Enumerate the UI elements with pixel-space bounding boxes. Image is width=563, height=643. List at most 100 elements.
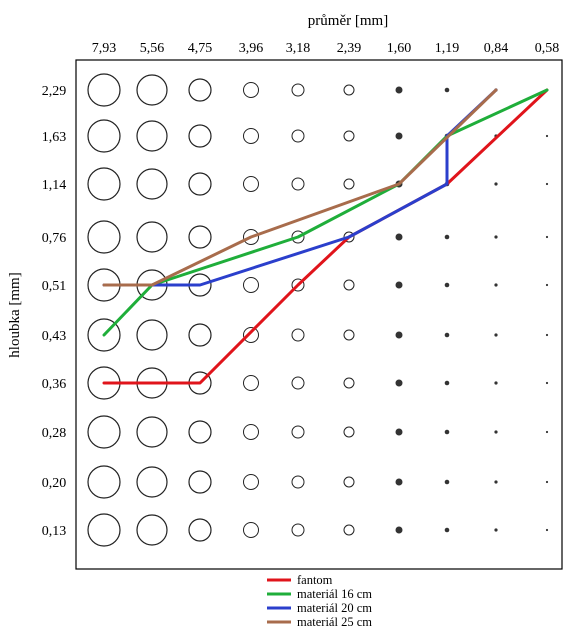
x-tick-label: 4,75: [188, 41, 213, 56]
detail-marker: [444, 87, 450, 93]
y-tick-label: 0,76: [42, 231, 67, 246]
detail-marker: [444, 332, 450, 338]
detail-marker: [545, 480, 549, 484]
detail-marker: [243, 128, 259, 144]
series-line-3: [102, 88, 498, 287]
detail-marker: [343, 426, 355, 438]
detail-marker: [494, 480, 498, 484]
detail-marker: [87, 73, 121, 107]
detail-marker: [87, 220, 121, 254]
detail-marker: [343, 279, 355, 291]
detail-marker: [494, 381, 498, 385]
detail-marker: [188, 172, 212, 196]
detail-marker: [243, 229, 259, 245]
detail-marker: [343, 524, 355, 536]
x-tick-label: 7,93: [92, 41, 117, 56]
detail-marker: [545, 283, 549, 287]
detail-marker: [136, 319, 168, 351]
detail-marker: [136, 221, 168, 253]
detail-marker: [243, 375, 259, 391]
detail-marker: [243, 327, 259, 343]
detail-marker: [545, 134, 549, 138]
y-tick-label: 0,36: [42, 377, 67, 392]
detail-marker: [343, 329, 355, 341]
detail-marker: [291, 129, 305, 143]
detail-marker: [395, 233, 403, 241]
y-tick-label: 2,29: [42, 84, 67, 99]
detail-marker: [243, 82, 259, 98]
detail-marker: [494, 333, 498, 337]
series-line-2: [102, 88, 549, 337]
x-tick-label: 3,96: [239, 41, 264, 56]
y-tick-label: 1,63: [42, 130, 67, 145]
detail-marker: [545, 528, 549, 532]
detail-marker: [395, 379, 403, 387]
detail-marker: [188, 420, 212, 444]
detail-marker: [395, 331, 403, 339]
x-tick-label: 0,58: [535, 41, 560, 56]
detail-marker: [291, 376, 305, 390]
detail-marker: [291, 523, 305, 537]
detail-marker: [343, 178, 355, 190]
detail-marker: [291, 230, 305, 244]
x-tick-label: 3,18: [286, 41, 311, 56]
detail-marker: [395, 428, 403, 436]
detail-marker: [87, 415, 121, 449]
detail-marker: [243, 424, 259, 440]
detail-marker: [87, 465, 121, 499]
x-tick-labels: 7,93 5,56 4,75 3,96 3,18 2,39 1,60 1,19 0,84 0,58: [92, 41, 560, 56]
detail-marker: [395, 132, 403, 140]
x-tick-label: 0,84: [484, 41, 509, 56]
detail-marker: [494, 430, 498, 434]
detail-marker: [136, 120, 168, 152]
detail-marker: [188, 323, 212, 347]
detail-marker: [243, 176, 259, 192]
detail-marker: [291, 475, 305, 489]
series-lines: [102, 88, 549, 385]
detail-marker: [545, 381, 549, 385]
detail-marker: [188, 225, 212, 249]
detail-marker: [291, 177, 305, 191]
detail-marker: [395, 281, 403, 289]
detail-marker: [545, 235, 549, 239]
detail-marker: [545, 182, 549, 186]
x-tick-label: 1,19: [435, 41, 460, 56]
detail-marker: [243, 522, 259, 538]
detail-marker: [494, 182, 498, 186]
detail-marker: [291, 278, 305, 292]
detail-marker: [545, 430, 549, 434]
detail-marker: [87, 513, 121, 547]
y-tick-label: 0,13: [42, 524, 67, 539]
detail-marker: [395, 526, 403, 534]
plot-frame: [75, 59, 563, 570]
y-tick-label: 0,28: [42, 426, 67, 441]
detail-marker: [188, 518, 212, 542]
detail-marker: [243, 474, 259, 490]
detail-marker: [395, 86, 403, 94]
legend-label: fantom: [297, 573, 333, 587]
detail-marker: [343, 476, 355, 488]
legend-label: materiál 20 cm: [297, 601, 372, 615]
detail-marker: [136, 168, 168, 200]
y-tick-label: 0,43: [42, 329, 67, 344]
x-tick-label: 1,60: [387, 41, 412, 56]
detail-marker: [343, 377, 355, 389]
detail-marker: [87, 318, 121, 352]
detail-markers: [87, 73, 549, 547]
series-line-1: [102, 88, 549, 385]
detail-marker: [343, 231, 355, 243]
detail-marker: [444, 527, 450, 533]
detail-marker: [494, 528, 498, 532]
y-tick-label: 0,20: [42, 476, 67, 491]
detail-marker: [291, 425, 305, 439]
detail-marker: [444, 234, 450, 240]
detail-marker: [87, 119, 121, 153]
detail-marker: [494, 235, 498, 239]
detail-marker: [136, 74, 168, 106]
detail-marker: [136, 514, 168, 546]
detail-marker: [291, 328, 305, 342]
detail-marker: [444, 479, 450, 485]
legend-label: materiál 16 cm: [297, 587, 372, 601]
